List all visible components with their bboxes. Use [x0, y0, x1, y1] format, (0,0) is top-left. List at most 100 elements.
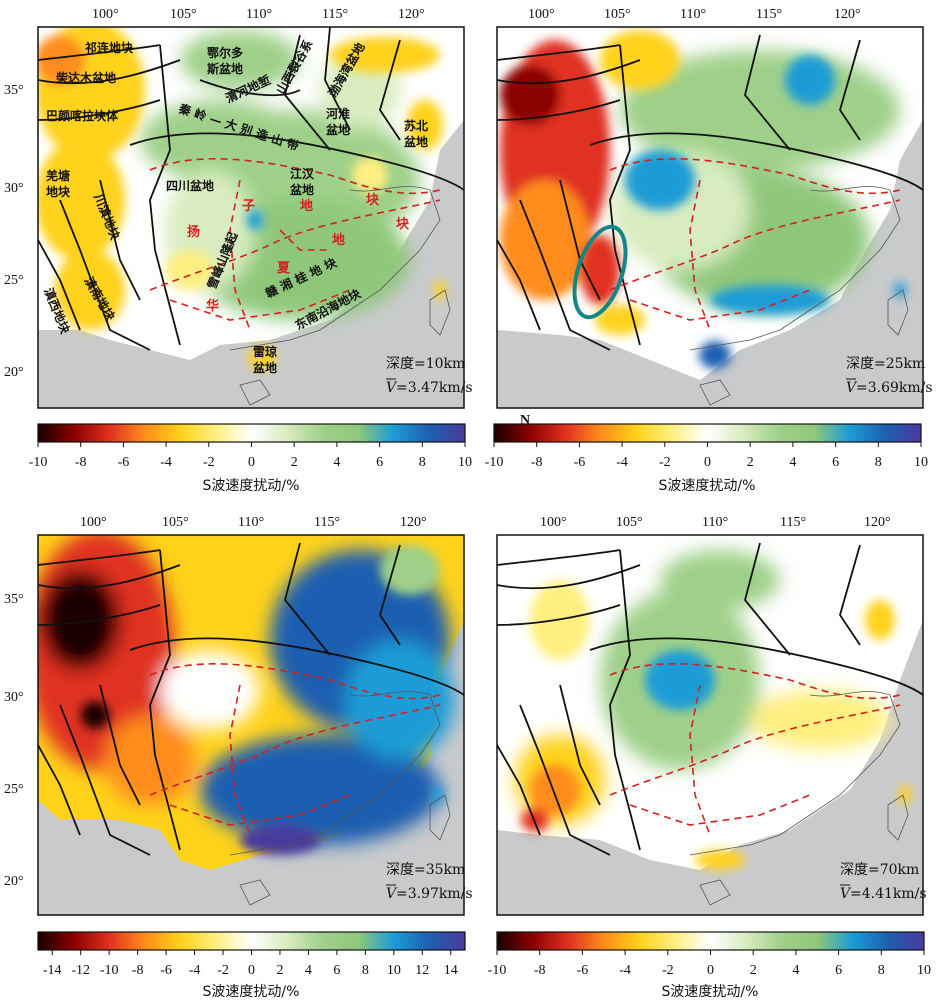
colorbar-tick-label: 4: [792, 963, 799, 978]
north-label: N: [520, 413, 530, 428]
colorbar-tick-label: -8: [534, 963, 546, 978]
velocity-anomaly-field: [38, 535, 464, 870]
colorbar-tick-label: -2: [217, 963, 229, 978]
colorbar-tick-label: -2: [662, 963, 674, 978]
label-sichuan: 四川盆地: [166, 178, 214, 193]
label-qiangtang: 羌塘: [46, 168, 70, 183]
ticks-panel-4: 100° 105° 110° 115° 120°: [540, 515, 891, 530]
colorbar-tick-label: 10: [387, 963, 401, 978]
panel-frame: [37, 534, 465, 916]
colorbar-tick-label: -4: [616, 455, 628, 470]
label-leiqiong-2: 盆地: [252, 360, 277, 375]
lat-tick-20: 20°: [4, 365, 24, 380]
colorbar-tick-label: -10: [100, 963, 119, 978]
label-di-1: 地: [300, 198, 313, 214]
lon-tick-105: 105°: [162, 515, 189, 530]
label-huaihe-1: 河淮: [325, 106, 350, 121]
label-jianghan-1: 江汉: [290, 166, 315, 181]
lat-tick-20: 20°: [4, 874, 24, 889]
lon-tick-110: 110°: [246, 7, 272, 22]
colorbar-panel-2: N -10 -8 -6 -4 -2 0 2 4 6 8 10 S波速度扰动/%: [485, 413, 928, 494]
lon-tick-120: 120°: [864, 515, 891, 530]
label-di-2: 地: [332, 232, 345, 248]
colorbar-tick-label: -6: [577, 963, 589, 978]
colorbar-tick-label: 4: [305, 963, 312, 978]
colorbar-title: S波速度扰动/%: [203, 984, 300, 1000]
fault-lines: [37, 542, 465, 856]
colorbar-tick-label: 4: [333, 455, 340, 470]
colorbar-tick-label: 8: [878, 963, 885, 978]
mean-velocity: =4.41km/s: [850, 886, 927, 902]
vbar-symbol: V: [846, 380, 858, 396]
block-boundaries: [149, 158, 441, 331]
lat-tick-25: 25°: [4, 273, 24, 288]
label-yang: 扬: [187, 224, 200, 240]
colorbar-tick-label: -6: [160, 963, 172, 978]
lon-tick-115: 115°: [322, 7, 348, 22]
velocity-anomaly-field: [497, 535, 923, 870]
ticks-panel-1: 100° 105° 110° 115° 120° 35° 30° 25° 20°: [4, 7, 425, 380]
label-bayanhar: 巴颜喀拉块体: [46, 108, 119, 123]
fault-lines: [496, 542, 924, 856]
colorbar-tick-label: -2: [203, 455, 215, 470]
lon-tick-115: 115°: [780, 515, 806, 530]
colorbar-tick-label: 2: [747, 455, 754, 470]
depth-label: 深度=10km: [386, 356, 465, 372]
coastline: [689, 186, 909, 406]
colorbar-panel-3: -14 -12 -10 -8 -6 -4 -2 0 2 4 6 8 10 12 14 S波速度扰动/%: [37, 931, 466, 1000]
colorbar-tick-label: 8: [419, 455, 426, 470]
label-qaidam: 柴达木盆地: [55, 70, 116, 85]
label-jianghan-2: 盆地: [289, 182, 314, 197]
label-huaihe-2: 盆地: [325, 122, 350, 137]
label-qilian: 祁连地块: [85, 40, 134, 55]
lat-tick-35: 35°: [4, 592, 24, 607]
colorbar-title: S波速度扰动/%: [659, 478, 756, 494]
depth-label: 深度=25km: [846, 356, 925, 372]
colorbar-tick-label: 0: [248, 963, 255, 978]
panel-frame: [496, 26, 924, 409]
colorbar-tick-label: 8: [875, 455, 882, 470]
highlight-ellipse: [572, 224, 628, 320]
colorbar-tick-label: -4: [619, 963, 631, 978]
colorbar-strip: [37, 931, 466, 951]
mean-velocity: =3.69km/s: [856, 380, 933, 396]
depth-annotation-4: 深度=70km V =4.41km/s: [840, 862, 927, 902]
colorbar-title: S波速度扰动/%: [203, 478, 300, 494]
lon-tick-100: 100°: [540, 515, 567, 530]
depth-label: 深度=70km: [840, 862, 919, 878]
vbar-symbol: V: [386, 380, 398, 396]
colorbar-strip: [496, 931, 925, 951]
colorbar-tick-label: 12: [415, 963, 429, 978]
block-boundaries: [149, 663, 441, 836]
lon-tick-110: 110°: [238, 515, 264, 530]
colorbar-tick-label: 10: [917, 963, 931, 978]
colorbar-tick-label: -8: [531, 455, 543, 470]
label-ordos-2: 斯盆地: [207, 61, 243, 76]
colorbar-tick-label: -6: [118, 455, 130, 470]
lon-tick-105: 105°: [616, 515, 643, 530]
lon-tick-120: 120°: [400, 515, 427, 530]
label-ordos-1: 鄂尔多: [207, 45, 243, 60]
colorbar-tick-label: -2: [659, 455, 671, 470]
colorbar-tick-label: 2: [291, 455, 298, 470]
lon-tick-100: 100°: [528, 7, 555, 22]
panel-frame: [37, 26, 465, 409]
depth-annotation-2: 深度=25km V =3.69km/s: [846, 356, 933, 396]
lon-tick-105: 105°: [604, 7, 631, 22]
lon-tick-115: 115°: [314, 515, 340, 530]
colorbar-tick-label: -8: [75, 455, 87, 470]
lon-tick-100: 100°: [80, 515, 107, 530]
colorbar-tick-label: 0: [707, 963, 714, 978]
coastline: [689, 691, 909, 906]
lon-tick-105: 105°: [170, 7, 197, 22]
label-kuai-2: 块: [396, 216, 410, 232]
block-boundaries: [609, 158, 901, 331]
colorbar-panel-4: -10 -8 -6 -4 -2 0 2 4 6 8 10 S波速度扰动/%: [488, 931, 931, 1000]
label-kuai-1: 块: [366, 192, 380, 208]
label-subei-1: 苏北: [404, 118, 428, 133]
colorbar-tick-label: 0: [248, 455, 255, 470]
lat-tick-25: 25°: [4, 782, 24, 797]
panel-frame: [496, 534, 924, 916]
panel-depth-35km: 100° 105° 110° 115° 120° 35° 30° 25° 20°…: [4, 515, 473, 916]
fault-lines: [37, 26, 465, 351]
